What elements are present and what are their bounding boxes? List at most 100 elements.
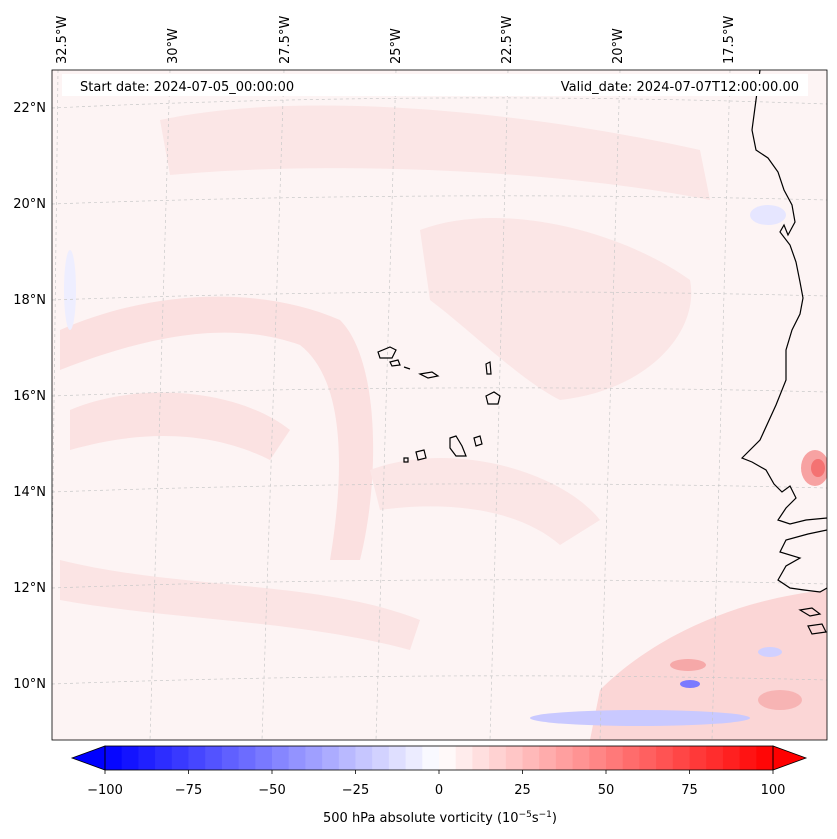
map-panel: Start date: 2024-07-05_00:00:00 Valid_da… [51,69,828,741]
colorbar-segment [439,746,457,770]
colorbar-segment [205,746,223,770]
colorbar-segment [505,746,524,770]
colorbar-segment [589,746,607,770]
lon-label: 20°W [611,28,626,64]
lat-label: 22°N [13,101,46,116]
valid-date: Valid_date: 2024-07-07T12:00:00.00 [561,80,799,95]
island-sao-nicolau [418,371,440,379]
lon-label: 30°W [166,28,181,64]
colorbar-tick-label: 100 [761,783,786,798]
island-boa-vista [485,391,501,405]
vorticity-blue-spot-north [750,205,786,225]
colorbar-segment [322,746,340,770]
colorbar-segment [338,746,357,770]
colorbar-segment [221,746,240,770]
lat-label: 14°N [13,485,46,500]
colorbar-tick-label: −50 [258,783,285,798]
lon-label: 27.5°W [278,16,293,64]
vorticity-band-mid [370,458,600,545]
colorbar-segment [722,746,741,770]
start-date: Start date: 2024-07-05_00:00:00 [80,80,294,95]
colorbar-segment [188,746,206,770]
colorbar-segment [372,746,390,770]
colorbar-segment [672,746,691,770]
colorbar-segment [706,746,724,770]
colorbar-tick-label: −100 [87,783,123,798]
vorticity-band-southwest [60,560,420,650]
lat-label: 20°N [13,197,46,212]
vorticity-band-center [420,218,692,400]
colorbar-segment [255,746,273,770]
colorbar-segment [455,746,473,770]
colorbar-segment [422,746,440,770]
lon-label: 32.5°W [55,16,70,64]
colorbar-segment [155,746,173,770]
lon-label: 25°W [389,28,404,64]
colorbar-segment [355,746,373,770]
bijagos-islands [798,607,827,635]
colorbar-segment [472,746,490,770]
colorbar-segment [656,746,674,770]
island-sao-vicente [389,359,401,367]
colorbar-segment [288,746,306,770]
vorticity-blue-spot-east [758,647,782,657]
colorbar-label: 500 hPa absolute vorticity (10−5s−1) [323,810,557,826]
vorticity-band-west [70,392,290,460]
vorticity-band-arc [60,296,374,560]
lon-label: 22.5°W [500,16,515,64]
colorbar-segment [171,746,190,770]
graticule [52,70,827,740]
colorbar-segment [639,746,657,770]
island-brava [403,457,409,463]
island-santiago [449,435,467,457]
vorticity-field [60,105,827,740]
vorticity-red-spot-coast-core [811,459,825,477]
colorbar-segment [606,746,624,770]
island-santo-antao [377,346,397,359]
colorbar-tick-label: −75 [175,783,202,798]
colorbar-ticks: −100 −75 −50 −25 0 25 50 75 100 [87,783,785,798]
vorticity-red-spot-south [758,690,802,710]
colorbar-segment [622,746,640,770]
colorbar-extend-min [70,745,106,771]
colorbar-segment [272,746,290,770]
colorbar-segment [405,746,423,770]
latitude-labels: 22°N 20°N 18°N 16°N 14°N 12°N 10°N [13,101,46,692]
colorbar-segment [539,746,557,770]
colorbar-segment [555,746,574,770]
colorbar-segments [105,746,774,770]
vorticity-red-core [670,659,706,671]
colorbar-tick-label: 50 [598,783,615,798]
colorbar-segment [238,746,256,770]
map-frame [51,69,828,741]
colorbar-segment [756,746,774,770]
lat-label: 18°N [13,293,46,308]
colorbar-segment [572,746,590,770]
coastline [740,70,827,635]
island-santa-luzia [403,366,411,370]
colorbar-segment [689,746,707,770]
vorticity-blue-core [680,680,700,688]
vorticity-blue-spot-west [64,250,76,330]
africa-coastline [740,70,827,525]
colorbar-segment [739,746,757,770]
vorticity-band-north [160,105,710,200]
colorbar-tick-label: 25 [514,783,531,798]
colorbar-segment [305,746,323,770]
colorbar-tick-label: 75 [681,783,698,798]
vorticity-blue-band [530,710,750,726]
cape-verde-islands [377,346,501,463]
colorbar-segment [138,746,156,770]
guinea-coastline [777,529,827,593]
island-maio [473,435,483,447]
island-sal [485,361,492,375]
colorbar-segment [489,746,507,770]
colorbar-segment [522,746,540,770]
lat-label: 12°N [13,581,46,596]
colorbar-segment [388,746,407,770]
colorbar-segment [121,746,139,770]
longitude-labels: 32.5°W 30°W 27.5°W 25°W 22.5°W 20°W 17.5… [55,16,737,64]
colorbar-tick-label: −25 [342,783,369,798]
colorbar-tick-label: 0 [435,783,443,798]
